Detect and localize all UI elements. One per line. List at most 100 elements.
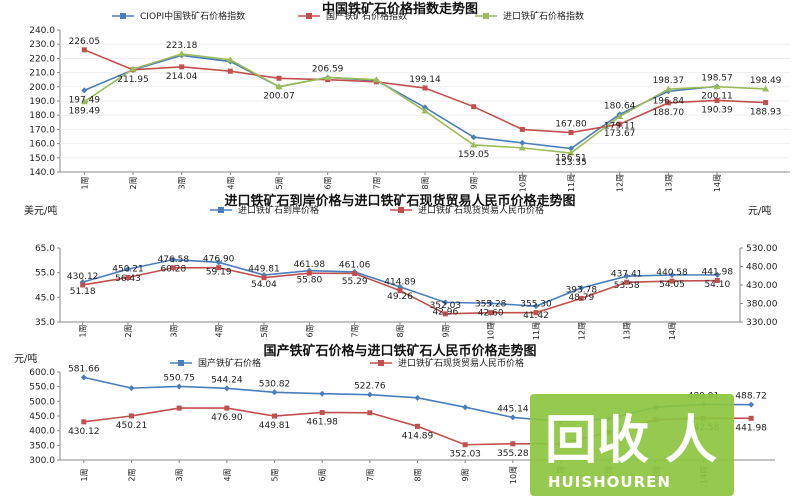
series-line-0 bbox=[84, 54, 718, 150]
data-label: 206.59 bbox=[312, 64, 344, 74]
chart-title: 进口铁矿石到岸价格与进口铁矿石现货贸易人民币价格走势图 bbox=[224, 193, 575, 209]
x-tick-label: 5周 bbox=[275, 176, 284, 189]
data-label: 42.96 bbox=[432, 307, 458, 317]
series-point-1 bbox=[81, 47, 87, 53]
y-tick-label: 180.0 bbox=[29, 111, 55, 121]
data-label: 190.39 bbox=[701, 105, 733, 115]
series-point-0 bbox=[442, 299, 449, 306]
data-label: 449.81 bbox=[248, 265, 280, 275]
chart-title: 国产铁矿石价格与进口铁矿石人民币价格走势图 bbox=[263, 343, 536, 359]
series-point-2 bbox=[372, 76, 380, 83]
series-point-0 bbox=[533, 303, 539, 310]
series-point-2 bbox=[664, 85, 672, 92]
series-point-0 bbox=[80, 374, 87, 381]
series-point-0 bbox=[487, 300, 494, 307]
y-tick-label: 35.0 bbox=[35, 318, 55, 328]
y-tick-label: 45.0 bbox=[35, 293, 55, 303]
series-point-2 bbox=[713, 83, 721, 90]
series-point-1 bbox=[170, 265, 176, 271]
x-tick-label: 3周 bbox=[169, 324, 178, 337]
x-tick-label: 5周 bbox=[271, 468, 280, 481]
series-point-1 bbox=[125, 275, 131, 281]
data-label: 461.06 bbox=[339, 261, 371, 271]
series-point-0 bbox=[366, 391, 373, 398]
x-tick-label: 4周 bbox=[223, 468, 232, 481]
series-point-0 bbox=[623, 273, 630, 280]
x-tick-label: 11周 bbox=[532, 322, 541, 340]
data-label: 200.30 bbox=[750, 0, 782, 3]
series-point-0 bbox=[568, 145, 574, 152]
x-tick-label: 9周 bbox=[470, 176, 479, 189]
x-tick-label: 3周 bbox=[178, 176, 187, 189]
series-point-1 bbox=[714, 97, 720, 103]
series-point-2 bbox=[178, 50, 186, 57]
data-label: 188.93 bbox=[750, 108, 782, 118]
data-label: 430.12 bbox=[68, 427, 100, 437]
x-tick-label: 7周 bbox=[351, 324, 360, 337]
watermark-logo-text: 回收 bbox=[545, 411, 649, 471]
data-label: 223.18 bbox=[166, 41, 198, 51]
legend-entry-1: 国产铁矿石价格指数 bbox=[326, 10, 407, 22]
data-label: 42.60 bbox=[478, 308, 504, 318]
data-label: 189.49 bbox=[69, 107, 101, 117]
data-label: 198.49 bbox=[750, 76, 782, 86]
y-tick-label: 550.0 bbox=[29, 383, 55, 393]
x-tick-label: 12周 bbox=[616, 174, 625, 192]
series-point-0 bbox=[748, 401, 755, 408]
data-label: 179.11 bbox=[604, 121, 636, 131]
legend-entry-0: 国产铁矿石价格 bbox=[198, 357, 261, 369]
y-unit: 元/吨 bbox=[14, 352, 37, 365]
series-point-1 bbox=[179, 64, 185, 70]
y-right-tick-label: 430.00 bbox=[746, 281, 778, 291]
x-tick-label: 2周 bbox=[124, 324, 133, 337]
legend-entry-0: 进口铁矿石到岸价格 bbox=[238, 204, 319, 216]
y-tick-label: 200.0 bbox=[29, 83, 55, 93]
data-label: 54.10 bbox=[704, 280, 730, 290]
y-right-tick-label: 380.00 bbox=[746, 300, 778, 310]
series-point-0 bbox=[578, 284, 585, 291]
series-point-1 bbox=[415, 423, 420, 429]
data-label: 430.12 bbox=[67, 272, 99, 282]
series-point-1 bbox=[488, 310, 494, 316]
x-tick-label: 14周 bbox=[668, 322, 677, 340]
series-point-2 bbox=[470, 141, 478, 148]
x-tick-label: 4周 bbox=[226, 176, 235, 189]
data-label: 449.81 bbox=[259, 421, 291, 431]
series-point-1 bbox=[367, 410, 373, 416]
x-tick-label: 14周 bbox=[713, 174, 722, 192]
y-tick-label: 210.0 bbox=[29, 69, 55, 79]
series-point-1 bbox=[422, 85, 428, 91]
data-label: 544.24 bbox=[211, 375, 243, 385]
data-label: 414.89 bbox=[384, 278, 416, 288]
data-label: 51.18 bbox=[70, 287, 96, 297]
data-label: 488.72 bbox=[735, 392, 767, 402]
y-tick-label: 140.0 bbox=[29, 168, 55, 178]
y-tick-label: 500.0 bbox=[29, 397, 55, 407]
data-label: 180.64 bbox=[604, 101, 636, 111]
data-label: 41.42 bbox=[523, 311, 549, 321]
series-point-1 bbox=[510, 441, 516, 447]
series-point-1 bbox=[272, 413, 277, 419]
legend-marker-1 bbox=[306, 13, 312, 19]
y-tick-label: 55.0 bbox=[35, 269, 55, 279]
data-label: 522.76 bbox=[354, 382, 386, 392]
x-tick-label: 11周 bbox=[567, 174, 576, 192]
data-label: 55.29 bbox=[342, 277, 368, 287]
data-label: 476.90 bbox=[203, 255, 235, 265]
series-point-1 bbox=[306, 270, 312, 276]
y-right-tick-label: 530.00 bbox=[746, 244, 778, 254]
x-tick-label: 4周 bbox=[215, 324, 224, 337]
x-tick-label: 1周 bbox=[79, 324, 88, 337]
series-point-2 bbox=[567, 149, 575, 156]
data-label: 393.78 bbox=[566, 285, 598, 295]
data-label: 550.75 bbox=[163, 373, 195, 383]
data-label: 581.66 bbox=[68, 364, 100, 374]
data-label: 53.58 bbox=[614, 281, 640, 291]
data-label: 49.26 bbox=[387, 292, 413, 302]
data-label: 199.14 bbox=[409, 75, 441, 85]
x-tick-label: 8周 bbox=[414, 468, 423, 481]
x-tick-label: 10周 bbox=[487, 322, 496, 340]
series-point-0 bbox=[509, 414, 516, 421]
series-point-0 bbox=[519, 139, 526, 146]
series-point-1 bbox=[442, 311, 448, 317]
